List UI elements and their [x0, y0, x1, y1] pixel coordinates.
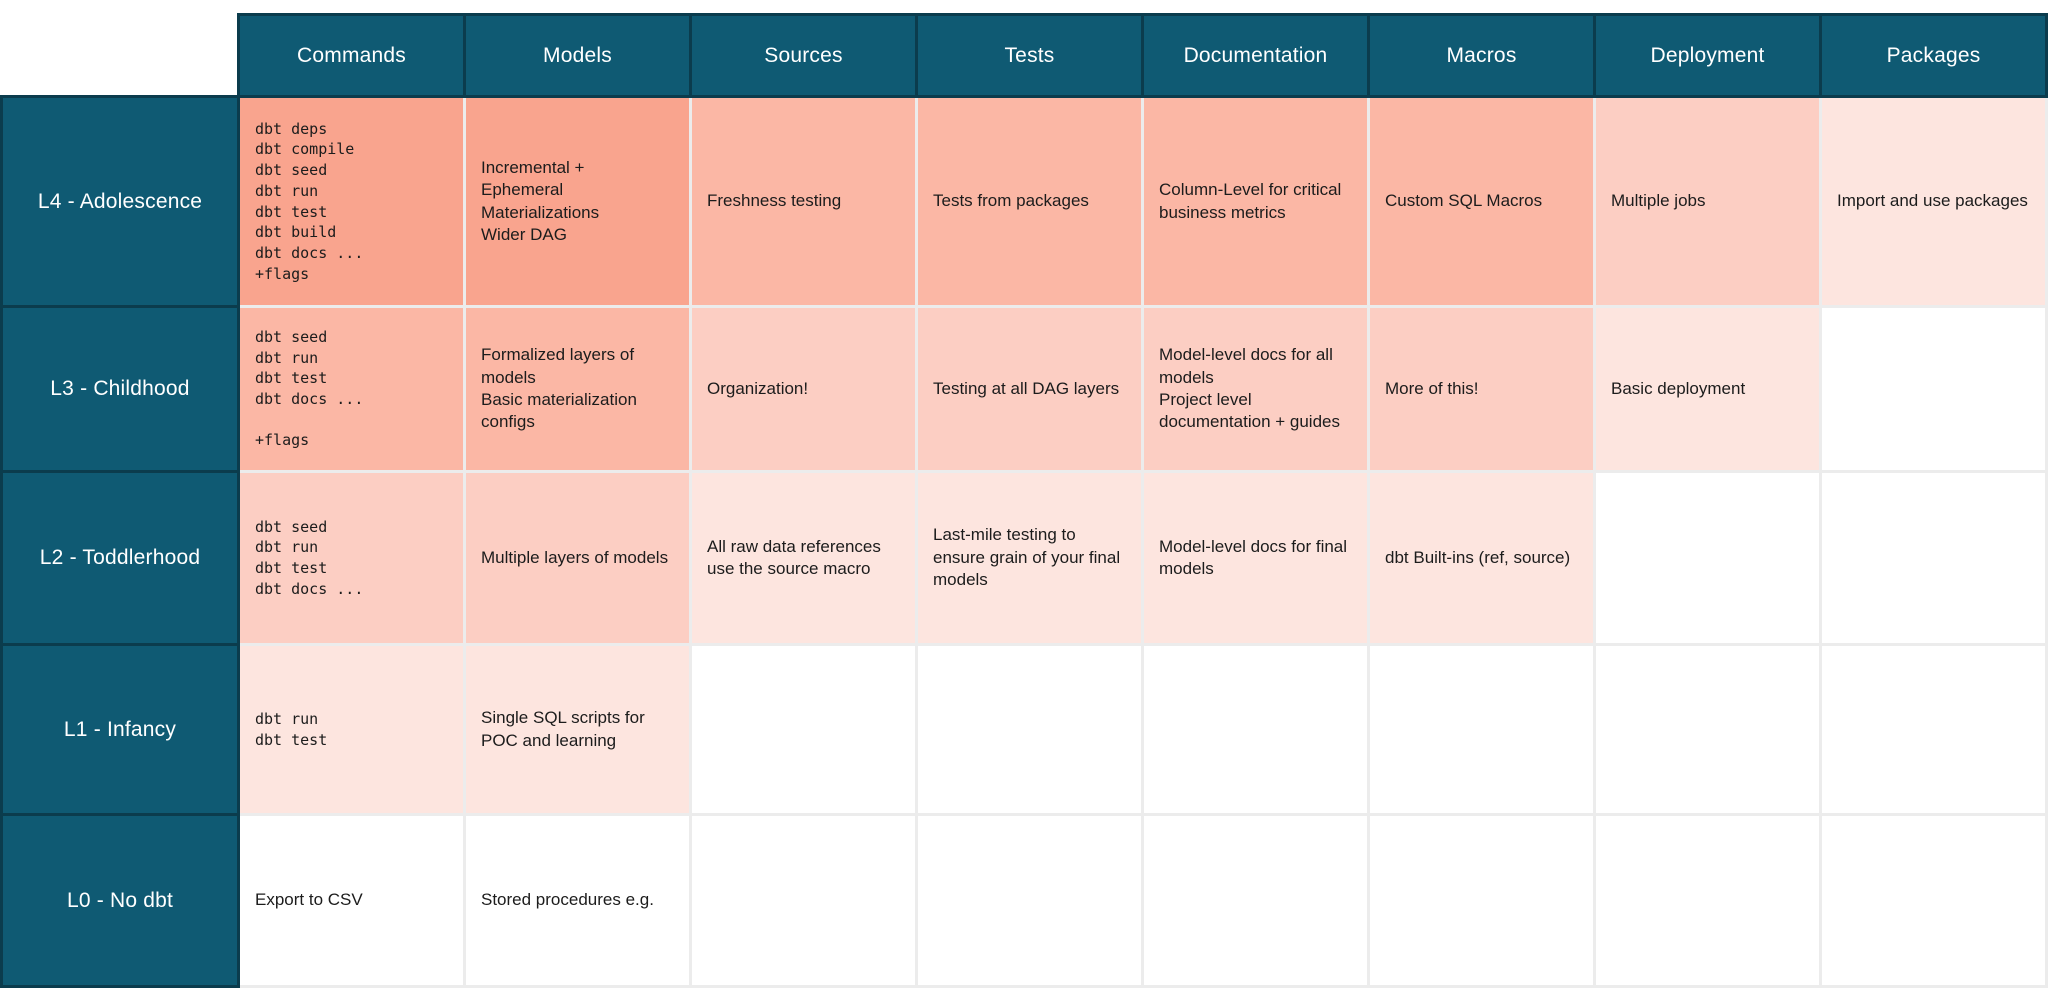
cell-l4-models: Incremental + Ephemeral Materializations… — [463, 95, 692, 308]
cell-l4-sources: Freshness testing — [689, 95, 918, 308]
row-header-l1: L1 - Infancy — [0, 643, 240, 816]
row-header-l2: L2 - Toddlerhood — [0, 470, 240, 646]
cell-l1-commands: dbt run dbt test — [237, 643, 466, 816]
cell-l1-sources — [689, 643, 918, 816]
column-header-documentation: Documentation — [1141, 13, 1370, 98]
cell-l4-commands: dbt deps dbt compile dbt seed dbt run db… — [237, 95, 466, 308]
cell-l4-packages: Import and use packages — [1819, 95, 2048, 308]
cell-l3-deployment: Basic deployment — [1593, 305, 1822, 473]
column-header-commands: Commands — [237, 13, 466, 98]
row-header-l0: L0 - No dbt — [0, 813, 240, 988]
cell-l3-commands: dbt seed dbt run dbt test dbt docs ... +… — [237, 305, 466, 473]
cell-l3-sources: Organization! — [689, 305, 918, 473]
cell-l2-tests: Last-mile testing to ensure grain of you… — [915, 470, 1144, 646]
row-header-l3: L3 - Childhood — [0, 305, 240, 473]
column-header-macros: Macros — [1367, 13, 1596, 98]
cell-l0-documentation — [1141, 813, 1370, 988]
cell-l0-tests — [915, 813, 1144, 988]
cell-l0-deployment — [1593, 813, 1822, 988]
table-row-l0: L0 - No dbt Export to CSV Stored procedu… — [0, 813, 2048, 988]
cell-l3-macros: More of this! — [1367, 305, 1596, 473]
cell-l2-commands: dbt seed dbt run dbt test dbt docs ... — [237, 470, 466, 646]
cell-l0-sources — [689, 813, 918, 988]
cell-l1-deployment — [1593, 643, 1822, 816]
cell-l0-packages — [1819, 813, 2048, 988]
cell-l3-packages — [1819, 305, 2048, 473]
cell-l4-macros: Custom SQL Macros — [1367, 95, 1596, 308]
column-header-packages: Packages — [1819, 13, 2048, 98]
cell-l1-tests — [915, 643, 1144, 816]
cell-l1-macros — [1367, 643, 1596, 816]
table-row-l4: L4 - Adolescence dbt deps dbt compile db… — [0, 95, 2048, 308]
column-header-models: Models — [463, 13, 692, 98]
cell-l1-packages — [1819, 643, 2048, 816]
cell-l2-deployment — [1593, 470, 1822, 646]
table-row-l2: L2 - Toddlerhood dbt seed dbt run dbt te… — [0, 470, 2048, 646]
cell-l0-commands: Export to CSV — [237, 813, 466, 988]
column-header-tests: Tests — [915, 13, 1144, 98]
table-row-l3: L3 - Childhood dbt seed dbt run dbt test… — [0, 305, 2048, 473]
column-header-sources: Sources — [689, 13, 918, 98]
cell-l4-tests: Tests from packages — [915, 95, 1144, 308]
cell-l2-macros: dbt Built-ins (ref, source) — [1367, 470, 1596, 646]
cell-l3-models: Formalized layers of models Basic materi… — [463, 305, 692, 473]
cell-l3-tests: Testing at all DAG layers — [915, 305, 1144, 473]
header-row: Commands Models Sources Tests Documentat… — [1, 13, 2048, 98]
table-row-l1: L1 - Infancy dbt run dbt test Single SQL… — [0, 643, 2048, 816]
cell-l3-documentation: Model-level docs for all models Project … — [1141, 305, 1370, 473]
cell-l4-deployment: Multiple jobs — [1593, 95, 1822, 308]
cell-l0-models: Stored procedures e.g. — [463, 813, 692, 988]
cell-l1-documentation — [1141, 643, 1370, 816]
cell-l2-sources: All raw data references use the source m… — [689, 470, 918, 646]
maturity-table: Commands Models Sources Tests Documentat… — [0, 13, 2048, 988]
cell-l2-documentation: Model-level docs for final models — [1141, 470, 1370, 646]
cell-l4-documentation: Column-Level for critical business metri… — [1141, 95, 1370, 308]
column-header-deployment: Deployment — [1593, 13, 1822, 98]
row-header-l4: L4 - Adolescence — [0, 95, 240, 308]
cell-l2-models: Multiple layers of models — [463, 470, 692, 646]
cell-l0-macros — [1367, 813, 1596, 988]
cell-l2-packages — [1819, 470, 2048, 646]
cell-l1-models: Single SQL scripts for POC and learning — [463, 643, 692, 816]
corner-cell — [1, 14, 239, 97]
